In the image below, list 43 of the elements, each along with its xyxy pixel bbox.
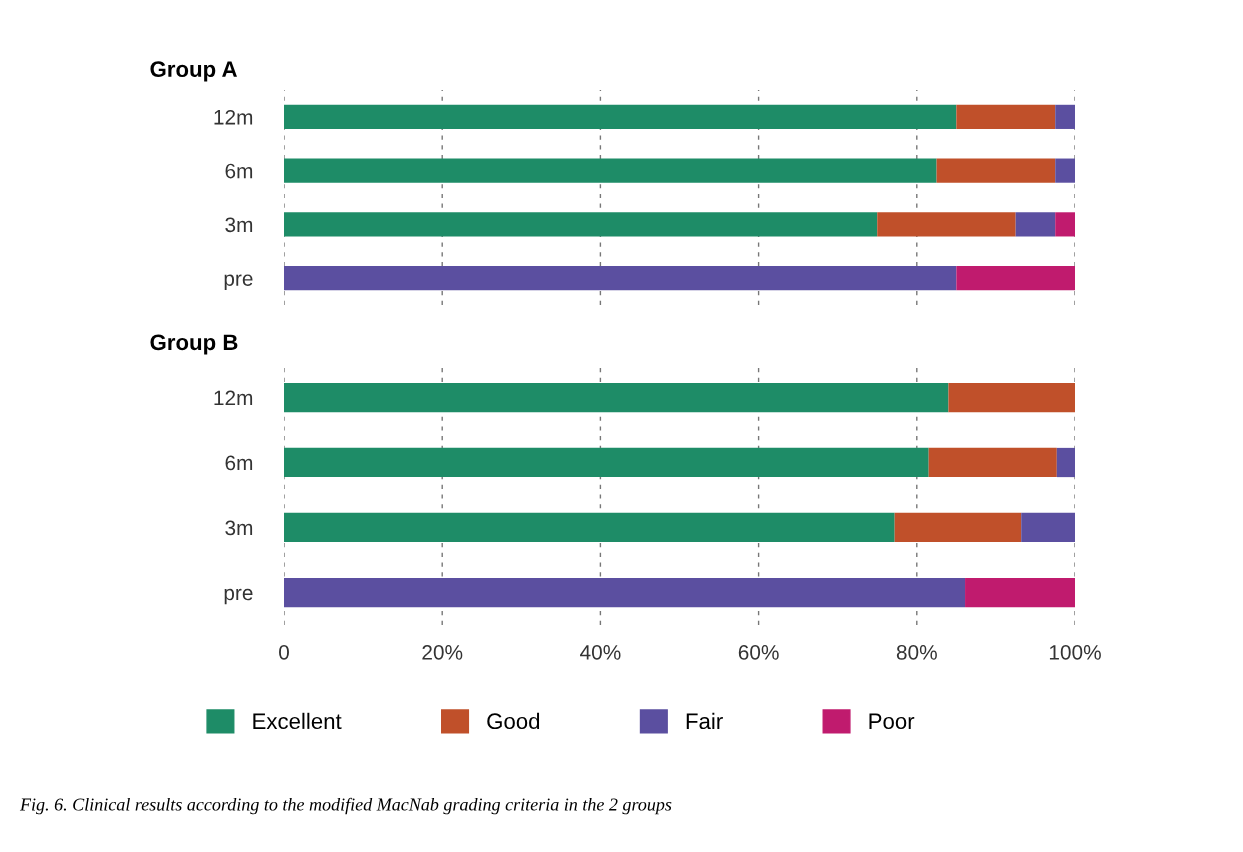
bar	[928, 447, 1057, 478]
bar	[284, 104, 957, 129]
x-tick-label: 80%	[896, 644, 937, 660]
y-tick-label: 3m	[225, 217, 253, 233]
x-tick-label: 0	[279, 644, 289, 660]
bar	[284, 577, 966, 608]
legend-label: Good	[487, 712, 540, 730]
x-tick-label: 40%	[580, 644, 621, 660]
bar	[1055, 104, 1075, 129]
bar	[284, 158, 937, 183]
legend-label: Excellent	[253, 712, 342, 730]
y-tick-label: 12m	[214, 109, 253, 125]
x-tick-label: 20%	[422, 644, 463, 660]
bar	[877, 212, 1016, 237]
y-tick-label: pre	[224, 588, 253, 605]
bar	[894, 512, 1022, 543]
bar	[956, 104, 1056, 129]
x-tick-label: 100%	[1049, 644, 1101, 660]
bar	[1055, 158, 1075, 183]
y-tick-label: pre	[224, 274, 253, 290]
chart-title: Group A	[150, 61, 237, 82]
bar	[965, 577, 1075, 608]
bar	[284, 382, 949, 413]
bar	[284, 447, 929, 478]
bar	[1021, 512, 1075, 543]
legend-label: Poor	[869, 713, 915, 730]
chart-title: Group B	[150, 334, 238, 355]
legend-label: Fair	[686, 712, 723, 730]
x-tick-label: 60%	[738, 644, 779, 660]
bar	[284, 266, 957, 291]
bar	[948, 382, 1075, 413]
bar	[1056, 447, 1075, 478]
bar	[1015, 212, 1056, 237]
y-tick-label: 6m	[225, 163, 253, 179]
y-tick-label: 3m	[225, 520, 253, 536]
bar	[284, 212, 878, 237]
y-tick-label: 6m	[225, 455, 253, 471]
caption: Fig. 6. Clinical results according to the modified MacNab grading criteria in the 2 groups	[19, 797, 672, 815]
bar	[956, 266, 1075, 291]
bar	[936, 158, 1056, 183]
bar	[284, 512, 895, 543]
bar	[1055, 212, 1075, 237]
y-tick-label: 12m	[214, 390, 253, 406]
